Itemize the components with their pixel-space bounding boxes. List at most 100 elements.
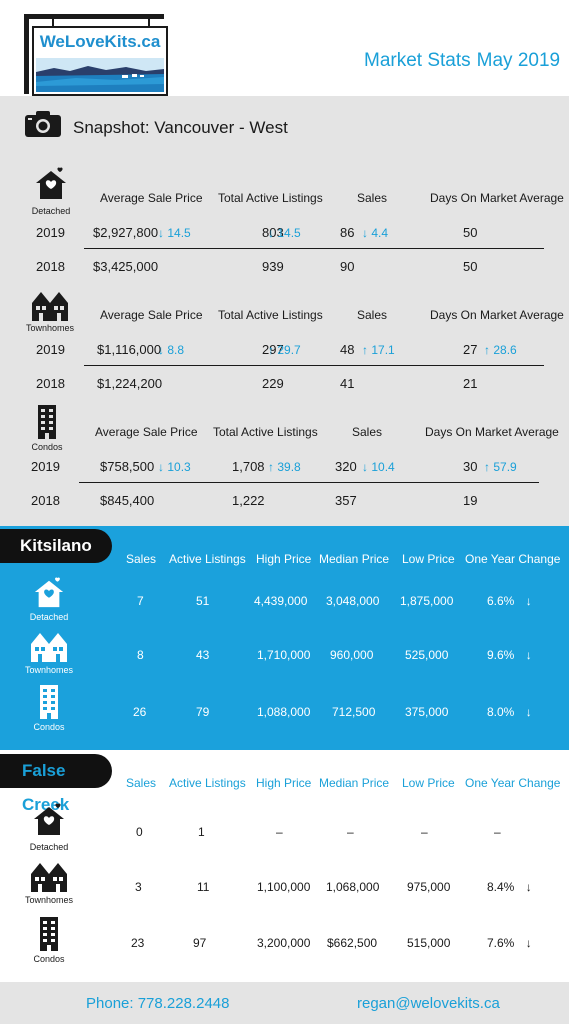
year-label: 2019 bbox=[31, 459, 60, 474]
arrow-up-icon: ↑ bbox=[268, 460, 274, 474]
snapshot-section bbox=[0, 96, 569, 526]
days-on-market: 21 bbox=[463, 376, 478, 391]
row-divider bbox=[84, 248, 544, 249]
townhouse-icon bbox=[31, 633, 67, 662]
title-label: Market Stats bbox=[364, 50, 471, 71]
arrow-down-icon: ↓ bbox=[362, 226, 368, 240]
sales: 26 bbox=[133, 705, 147, 719]
avg-price: $758,500 bbox=[100, 459, 155, 474]
column-header: Low Price bbox=[402, 776, 455, 790]
avg-price: $2,927,800 bbox=[93, 225, 159, 240]
days-on-market: 50 bbox=[463, 259, 478, 274]
median-price: 1,068,000 bbox=[326, 880, 380, 894]
one-year-change: 7.6% ↓ bbox=[487, 936, 532, 950]
column-header: Low Price bbox=[402, 552, 455, 566]
market-stats-title: Market Stats May 2019 bbox=[364, 50, 566, 72]
column-header: Days On Market Average bbox=[425, 425, 559, 439]
kitsilano-section bbox=[0, 526, 569, 750]
median-price: 960,000 bbox=[330, 648, 374, 662]
townhouse-icon bbox=[31, 863, 67, 892]
property-type-label: Detached bbox=[31, 206, 71, 216]
change-indicator: ↑ 17.1 bbox=[362, 343, 395, 357]
row-divider bbox=[79, 482, 539, 483]
footer bbox=[0, 982, 569, 1024]
median-price: – bbox=[347, 825, 354, 839]
logo-scene-image bbox=[36, 58, 164, 92]
sales: 7 bbox=[137, 594, 144, 608]
area-name-kitsilano: Kitsilano bbox=[0, 529, 112, 563]
condo-building-icon bbox=[38, 405, 56, 439]
median-price: $662,500 bbox=[327, 936, 378, 950]
low-price: 375,000 bbox=[405, 705, 449, 719]
year-label: 2018 bbox=[31, 493, 60, 508]
arrow-down-icon: ↓ bbox=[362, 460, 368, 474]
sales: 357 bbox=[335, 493, 357, 508]
active-listings: 11 bbox=[197, 880, 210, 894]
sales: 90 bbox=[340, 259, 355, 274]
sign-hook bbox=[148, 19, 150, 26]
low-price: 1,875,000 bbox=[400, 594, 454, 608]
arrow-down-icon: ↓ bbox=[158, 460, 164, 474]
arrow-down-icon: ↓ bbox=[525, 936, 532, 950]
low-price: 515,000 bbox=[407, 936, 451, 950]
column-header: Average Sale Price bbox=[100, 191, 203, 205]
column-header: Median Price bbox=[319, 776, 390, 790]
low-price: 975,000 bbox=[407, 880, 451, 894]
column-header: One Year Change bbox=[465, 552, 561, 566]
change-indicator: ↓ 4.4 bbox=[362, 226, 389, 240]
year-label: 2018 bbox=[36, 259, 65, 274]
low-price: 525,000 bbox=[405, 648, 449, 662]
arrow-down-icon: ↓ bbox=[525, 648, 532, 662]
column-header: Active Listings bbox=[169, 552, 246, 566]
days-on-market: 30 bbox=[463, 459, 478, 474]
arrow-up-icon: ↑ bbox=[362, 343, 368, 357]
year-label: 2018 bbox=[36, 376, 65, 391]
one-year-change: 9.6% ↓ bbox=[487, 648, 532, 662]
property-type-label: Townhomes bbox=[24, 665, 74, 675]
title-date: May 2019 bbox=[476, 50, 561, 71]
property-type-label: Detached bbox=[29, 612, 69, 622]
sales: 8 bbox=[137, 648, 144, 662]
one-year-change: 6.6% ↓ bbox=[487, 594, 532, 608]
property-type-label: Townhomes bbox=[24, 895, 74, 905]
median-price: 712,500 bbox=[332, 705, 376, 719]
column-header: Average Sale Price bbox=[100, 308, 203, 322]
logo-text: WeLoveKits.ca bbox=[39, 32, 161, 51]
property-type-label: Condos bbox=[33, 954, 65, 964]
sales: 86 bbox=[340, 225, 355, 240]
high-price: – bbox=[276, 825, 283, 839]
change-indicator: ↓ 8.8 bbox=[158, 343, 185, 357]
condo-building-icon bbox=[40, 917, 58, 951]
phone-link[interactable]: Phone: 778.228.2448 bbox=[86, 995, 230, 1012]
camera-icon bbox=[25, 111, 61, 137]
column-header: Days On Market Average bbox=[430, 191, 564, 205]
email-link[interactable]: regan@welovekits.ca bbox=[357, 995, 500, 1012]
column-header: Sales bbox=[357, 191, 388, 205]
active-listings: 1,708 bbox=[232, 459, 265, 474]
high-price: 1,088,000 bbox=[257, 705, 311, 719]
arrow-down-icon: ↓ bbox=[158, 343, 164, 357]
house-heart-icon bbox=[34, 577, 64, 608]
arrow-up-icon: ↑ bbox=[268, 343, 274, 357]
one-year-change: – bbox=[494, 825, 501, 839]
property-type-label: Detached bbox=[29, 842, 69, 852]
arrow-down-icon: ↓ bbox=[268, 226, 274, 240]
column-header: High Price bbox=[256, 552, 312, 566]
avg-price: $1,116,000 bbox=[97, 342, 162, 357]
arrow-down-icon: ↓ bbox=[158, 226, 164, 240]
row-divider bbox=[84, 365, 544, 366]
median-price: 3,048,000 bbox=[326, 594, 380, 608]
one-year-change: 8.4% ↓ bbox=[487, 880, 532, 894]
avg-price: $1,224,200 bbox=[97, 376, 163, 391]
column-header: Sales bbox=[126, 552, 157, 566]
change-indicator: ↓ 10.4 bbox=[362, 460, 395, 474]
column-header: Total Active Listings bbox=[218, 191, 323, 205]
year-label: 2019 bbox=[36, 225, 65, 240]
column-header: High Price bbox=[256, 776, 312, 790]
property-type-label: Condos bbox=[31, 442, 63, 452]
column-header: Median Price bbox=[319, 552, 390, 566]
active-listings: 939 bbox=[262, 259, 284, 274]
sign-post bbox=[24, 14, 29, 94]
arrow-down-icon: ↓ bbox=[525, 880, 532, 894]
townhouse-icon bbox=[32, 292, 68, 321]
